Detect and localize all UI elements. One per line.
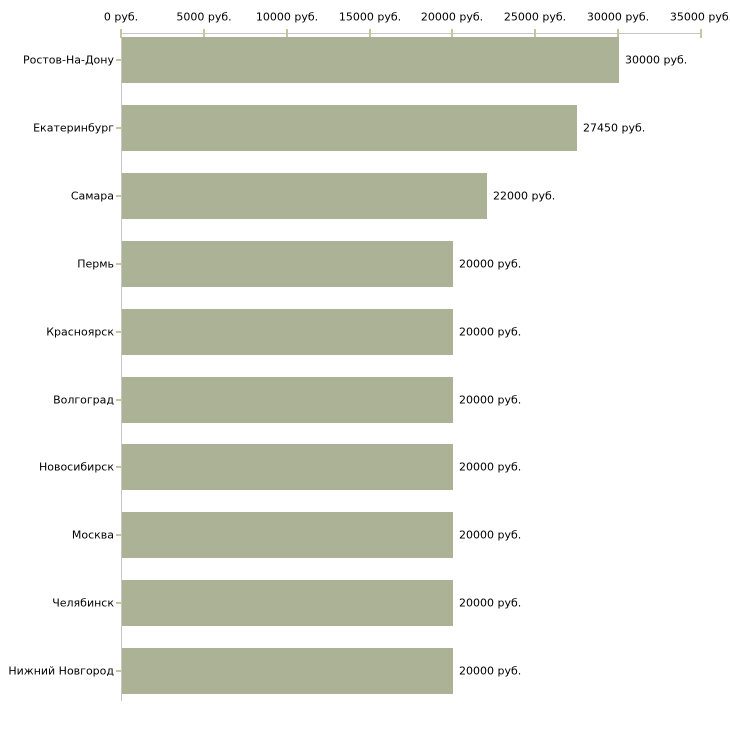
y-tick-mark <box>116 534 121 536</box>
bar <box>122 377 453 423</box>
bar <box>122 241 453 287</box>
category-label: Нижний Новгород <box>8 664 114 678</box>
x-tick-mark <box>203 29 205 38</box>
value-label: 20000 руб. <box>459 325 522 339</box>
bar <box>122 105 577 151</box>
value-label: 30000 руб. <box>625 53 688 67</box>
y-tick-mark <box>116 331 121 333</box>
category-label: Новосибирск <box>38 460 114 474</box>
bar <box>122 173 487 219</box>
category-label: Пермь <box>77 257 114 271</box>
category-label: Красноярск <box>46 325 114 339</box>
category-label: Ростов-На-Дону <box>22 53 114 67</box>
bar <box>122 580 453 626</box>
x-tick-mark <box>369 29 371 38</box>
x-tick-mark <box>534 29 536 38</box>
y-tick-mark <box>116 399 121 401</box>
value-label: 20000 руб. <box>459 664 522 678</box>
value-label: 22000 руб. <box>493 189 556 203</box>
value-label: 20000 руб. <box>459 528 522 542</box>
bar <box>122 648 453 694</box>
x-tick-mark <box>286 29 288 38</box>
x-axis-line <box>121 33 702 34</box>
y-tick-mark <box>116 195 121 197</box>
y-tick-mark <box>116 127 121 129</box>
bar <box>122 37 619 83</box>
category-label: Екатеринбург <box>33 121 114 135</box>
bar <box>122 309 453 355</box>
category-label: Волгоград <box>53 393 114 406</box>
bar <box>122 444 453 490</box>
value-label: 27450 руб. <box>583 121 646 135</box>
x-tick-mark <box>700 29 702 38</box>
x-tick-label: 0 руб. <box>103 10 139 24</box>
value-label: 20000 руб. <box>459 393 522 406</box>
x-tick-label: 20000 руб. <box>420 10 484 24</box>
x-tick-mark <box>120 29 122 38</box>
value-label: 20000 руб. <box>459 257 522 271</box>
x-tick-label: 5000 руб. <box>176 10 232 24</box>
x-tick-label: 30000 руб. <box>586 10 650 24</box>
y-tick-mark <box>116 59 121 61</box>
category-label: Москва <box>71 528 114 542</box>
value-label: 20000 руб. <box>459 596 522 610</box>
x-tick-label: 10000 руб. <box>255 10 319 24</box>
y-tick-mark <box>116 602 121 604</box>
y-axis-line <box>121 33 122 701</box>
x-tick-mark <box>617 29 619 38</box>
category-label: Челябинск <box>52 596 114 610</box>
bar <box>122 512 453 558</box>
category-label: Самара <box>70 189 114 203</box>
y-tick-mark <box>116 263 121 265</box>
y-tick-mark <box>116 466 121 468</box>
value-label: 20000 руб. <box>459 460 522 474</box>
x-tick-mark <box>451 29 453 38</box>
y-tick-mark <box>116 670 121 672</box>
x-tick-label: 15000 руб. <box>338 10 402 24</box>
x-tick-label: 25000 руб. <box>503 10 567 24</box>
x-tick-label: 35000 руб. <box>669 10 730 24</box>
